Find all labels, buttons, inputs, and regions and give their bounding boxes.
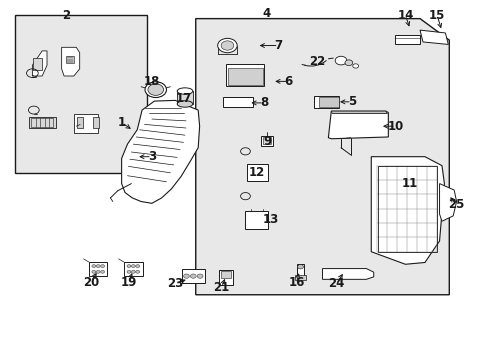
Circle shape bbox=[148, 84, 163, 95]
Bar bbox=[260, 135, 273, 145]
Polygon shape bbox=[419, 30, 447, 44]
Circle shape bbox=[217, 39, 237, 53]
Bar bbox=[181, 269, 204, 283]
Text: 3: 3 bbox=[147, 150, 156, 163]
Text: 5: 5 bbox=[347, 95, 355, 108]
Text: 2: 2 bbox=[62, 9, 70, 22]
Text: 20: 20 bbox=[82, 276, 99, 289]
Bar bbox=[218, 270, 233, 285]
Bar bbox=[228, 68, 262, 85]
Text: 11: 11 bbox=[401, 177, 418, 190]
Polygon shape bbox=[394, 35, 419, 44]
Text: 21: 21 bbox=[213, 281, 229, 294]
Polygon shape bbox=[61, 47, 80, 76]
Bar bbox=[245, 211, 267, 229]
Bar bbox=[74, 114, 98, 133]
Circle shape bbox=[136, 265, 140, 267]
Bar bbox=[33, 58, 41, 70]
Circle shape bbox=[131, 265, 135, 267]
Text: 9: 9 bbox=[263, 135, 271, 148]
Bar bbox=[93, 117, 99, 129]
Text: 14: 14 bbox=[396, 9, 413, 22]
Bar bbox=[319, 97, 338, 107]
Circle shape bbox=[190, 274, 196, 278]
Text: 22: 22 bbox=[309, 55, 325, 68]
Circle shape bbox=[96, 270, 100, 273]
Text: 8: 8 bbox=[259, 96, 267, 109]
Text: 15: 15 bbox=[428, 9, 445, 22]
Ellipse shape bbox=[177, 101, 192, 107]
Circle shape bbox=[221, 41, 233, 50]
Bar bbox=[262, 137, 271, 144]
Text: 7: 7 bbox=[274, 39, 282, 52]
Text: 4: 4 bbox=[262, 7, 270, 20]
Bar bbox=[223, 97, 253, 107]
Circle shape bbox=[297, 265, 303, 269]
Circle shape bbox=[131, 270, 135, 273]
Circle shape bbox=[183, 274, 189, 278]
Text: 18: 18 bbox=[143, 75, 160, 88]
Bar bbox=[247, 164, 267, 181]
Bar bbox=[295, 275, 305, 280]
Circle shape bbox=[352, 64, 358, 68]
Bar bbox=[77, 117, 83, 128]
Text: 23: 23 bbox=[167, 278, 183, 291]
Polygon shape bbox=[322, 269, 373, 279]
Bar bbox=[15, 15, 147, 173]
Text: 13: 13 bbox=[262, 213, 278, 226]
Polygon shape bbox=[122, 100, 199, 203]
Bar bbox=[296, 264, 304, 277]
Polygon shape bbox=[330, 111, 386, 113]
Bar bbox=[313, 96, 338, 108]
Polygon shape bbox=[439, 184, 456, 221]
Text: 24: 24 bbox=[327, 278, 344, 291]
Circle shape bbox=[96, 265, 100, 267]
Bar bbox=[377, 166, 436, 252]
Circle shape bbox=[92, 265, 96, 267]
Polygon shape bbox=[370, 157, 444, 264]
Bar bbox=[226, 64, 264, 86]
Polygon shape bbox=[195, 19, 448, 295]
Text: 12: 12 bbox=[248, 166, 264, 179]
Circle shape bbox=[127, 265, 131, 267]
Bar bbox=[177, 91, 192, 104]
Text: 10: 10 bbox=[387, 120, 403, 133]
Text: 25: 25 bbox=[447, 198, 464, 211]
Bar bbox=[89, 262, 107, 276]
Text: 17: 17 bbox=[175, 92, 191, 105]
Circle shape bbox=[136, 270, 140, 273]
Circle shape bbox=[101, 265, 104, 267]
Bar bbox=[66, 55, 74, 63]
Circle shape bbox=[197, 274, 203, 278]
Circle shape bbox=[92, 270, 96, 273]
Bar bbox=[220, 271, 231, 278]
Circle shape bbox=[334, 56, 346, 65]
Text: 19: 19 bbox=[120, 276, 136, 289]
Bar bbox=[124, 262, 142, 276]
Circle shape bbox=[101, 270, 104, 273]
Text: 16: 16 bbox=[288, 276, 304, 289]
Circle shape bbox=[344, 60, 352, 66]
Text: 1: 1 bbox=[117, 116, 125, 129]
Text: 6: 6 bbox=[284, 75, 292, 88]
Polygon shape bbox=[328, 111, 387, 139]
Circle shape bbox=[145, 82, 166, 98]
Ellipse shape bbox=[177, 88, 192, 94]
Polygon shape bbox=[32, 51, 47, 76]
Circle shape bbox=[127, 270, 131, 273]
Bar bbox=[29, 117, 56, 128]
